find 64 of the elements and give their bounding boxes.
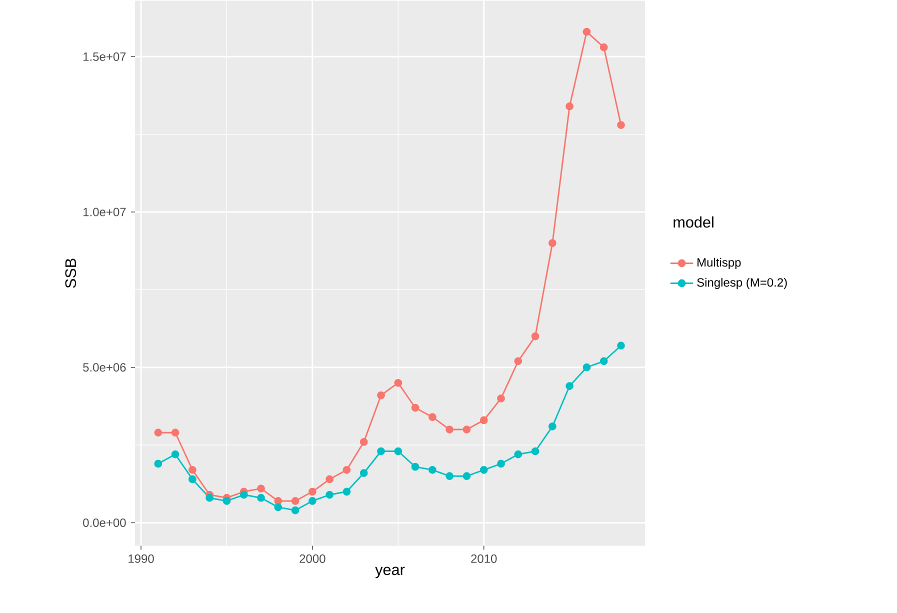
point xyxy=(308,497,316,506)
point xyxy=(617,342,625,350)
x-tick-label: 1990 xyxy=(128,554,154,564)
y-tick-label: 0.0e+00 xyxy=(83,518,126,528)
point xyxy=(566,102,574,110)
y-tick-label: 1.0e+07 xyxy=(84,208,126,216)
point xyxy=(548,422,556,430)
point xyxy=(360,438,368,446)
point xyxy=(326,490,334,499)
point xyxy=(411,404,420,412)
point xyxy=(188,475,196,484)
point xyxy=(582,28,591,36)
point xyxy=(411,463,420,471)
legend-label: Multispp xyxy=(698,258,741,270)
point xyxy=(154,428,162,437)
point xyxy=(326,475,334,484)
point xyxy=(514,357,522,366)
point xyxy=(617,121,625,130)
legend-title: model xyxy=(674,216,714,228)
point xyxy=(497,394,505,403)
point xyxy=(394,379,402,387)
x-axis-title: year xyxy=(375,566,405,578)
y-tick-label: 1.5e+07 xyxy=(84,52,126,62)
point xyxy=(308,488,316,496)
y-tick-label: 5.0e+06 xyxy=(83,363,126,372)
point xyxy=(531,447,540,456)
point xyxy=(462,426,471,434)
point xyxy=(171,428,180,437)
point xyxy=(582,364,591,372)
point xyxy=(154,460,162,468)
point xyxy=(394,447,402,456)
point xyxy=(171,450,180,458)
point xyxy=(188,466,196,474)
legend-label: Singlesp (M=0.2) xyxy=(697,278,787,290)
point xyxy=(480,466,488,474)
point xyxy=(257,494,265,502)
point xyxy=(342,466,351,474)
point xyxy=(566,382,574,390)
x-tick-label: 2010 xyxy=(471,554,497,564)
x-tick-label: 2000 xyxy=(300,554,326,564)
point xyxy=(600,44,608,52)
point xyxy=(480,416,488,424)
point xyxy=(291,506,300,514)
point xyxy=(257,484,265,493)
point xyxy=(531,332,540,340)
point xyxy=(274,503,282,512)
point xyxy=(600,357,608,366)
y-axis-title: SSB xyxy=(65,258,76,288)
point xyxy=(360,469,368,478)
point xyxy=(428,413,436,422)
point xyxy=(462,472,471,480)
point xyxy=(291,497,300,506)
point xyxy=(428,466,436,474)
point xyxy=(446,472,454,480)
point xyxy=(497,460,505,468)
point xyxy=(377,392,385,400)
point xyxy=(514,450,522,458)
point xyxy=(342,488,351,496)
point xyxy=(222,497,231,506)
point xyxy=(240,490,248,499)
point xyxy=(377,447,385,456)
point xyxy=(548,239,556,248)
point xyxy=(206,494,214,502)
point xyxy=(446,426,454,434)
